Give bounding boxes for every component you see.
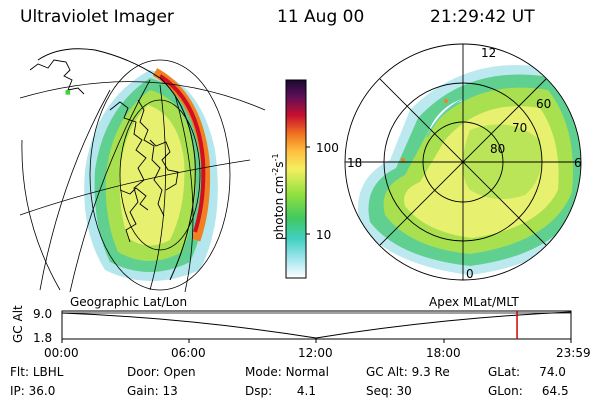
time-label: 21:29:42 UT <box>430 7 535 27</box>
date-label: 11 Aug 00 <box>277 7 365 27</box>
status-gcalt: GC Alt: 9.3 Re <box>366 365 450 379</box>
status-mode: Mode: Normal <box>245 365 329 379</box>
mlt-label-6: 6 <box>574 156 582 170</box>
mlat-label-60: 60 <box>536 97 552 111</box>
timeline-ticks <box>61 339 572 343</box>
timeline-ylabel: GC Alt <box>11 305 25 343</box>
geographic-image <box>19 48 266 292</box>
mlt-label-12: 12 <box>481 46 497 60</box>
status-gain: Gain: 13 <box>127 384 178 398</box>
timeline-plot <box>61 310 572 340</box>
timeline-xtick-2: 12:00 <box>298 346 333 360</box>
colorbar-tick-10: 10 <box>316 228 332 242</box>
left-panel-title: Geographic Lat/Lon <box>70 295 188 309</box>
status-door: Door: Open <box>127 365 196 379</box>
timeline-ytick-bottom: 1.8 <box>33 331 53 345</box>
status-seq: Seq: 30 <box>366 384 412 398</box>
timeline-xtick-1: 06:00 <box>171 346 206 360</box>
timeline-xtick-0: 00:00 <box>44 346 79 360</box>
timeline-ytick-top: 9.0 <box>33 307 53 321</box>
colorbar-unit-label: photon cm-2s-1 <box>271 153 286 240</box>
status-ip: IP: 36.0 <box>10 384 56 398</box>
status-flt: Flt: LBHL <box>10 365 64 379</box>
status-glat: GLat: 74.0 <box>488 365 566 379</box>
status-dsp: Dsp: 4.1 <box>245 384 316 398</box>
polar-image <box>358 65 581 275</box>
timeline-xtick-3: 18:00 <box>426 346 461 360</box>
instrument-title: Ultraviolet Imager <box>20 7 174 27</box>
colorbar-tick-100: 100 <box>316 141 339 155</box>
mlat-label-80: 80 <box>490 142 506 156</box>
mlat-label-70: 70 <box>512 121 528 135</box>
right-panel-title: Apex MLat/MLT <box>429 295 519 309</box>
mlt-label-18: 18 <box>347 156 363 170</box>
svg-text:■: ■ <box>65 89 71 96</box>
timeline-xtick-4: 23:59 <box>556 346 591 360</box>
colorbar <box>285 79 307 279</box>
mlt-label-0: 0 <box>466 267 474 281</box>
polar-grid <box>344 43 582 281</box>
status-glon: GLon: 64.5 <box>488 384 569 398</box>
